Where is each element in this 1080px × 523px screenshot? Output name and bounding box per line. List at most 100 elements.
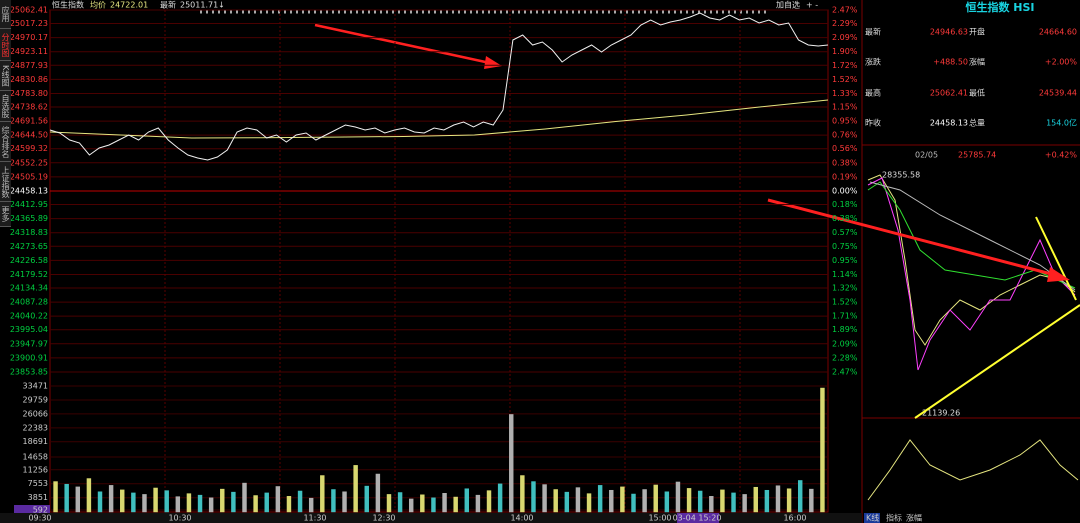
side-tab[interactable]: 分时图	[0, 29, 11, 61]
vol-bar	[308, 497, 314, 513]
k-high: 28355.58	[882, 171, 920, 180]
vol-bar	[175, 496, 181, 513]
quote-value: 25062.41	[930, 89, 968, 98]
pct-tick-label: 0.56%	[832, 144, 858, 153]
time-label: 15:00	[648, 514, 671, 523]
add-watch[interactable]: 加自选	[776, 0, 800, 10]
time-label: 11:30	[303, 514, 326, 523]
price-tick-label: 24179.52	[10, 270, 48, 279]
vol-bar	[531, 481, 536, 513]
pct-tick-label: 1.72%	[832, 61, 858, 70]
vol-bar	[331, 489, 336, 513]
vol-bar	[753, 486, 758, 513]
vol-tick-label: 22383	[23, 423, 48, 432]
pct-tick-label: 1.52%	[832, 75, 858, 84]
vol-bar	[164, 490, 169, 513]
vol-bar	[153, 487, 158, 513]
vol-bar	[431, 497, 436, 513]
vol-bar	[286, 496, 292, 513]
price-tick-label: 24505.19	[10, 172, 48, 181]
chart-frame	[49, 9, 829, 513]
k-tab: 涨幅	[906, 513, 922, 523]
vol-bar	[186, 493, 192, 513]
quote-label: 最低	[969, 88, 985, 98]
vol-bar	[75, 486, 81, 513]
k-date-change: +0.42%	[1045, 151, 1078, 160]
quote-label: 总量	[969, 118, 985, 128]
vol-tick-label: 26066	[23, 409, 48, 418]
vol-tick-label: 592	[33, 506, 48, 515]
quote-label: 开盘	[969, 27, 985, 37]
arrow-head	[484, 56, 502, 69]
trend-line	[914, 304, 1080, 419]
arrow	[767, 198, 1056, 277]
vol-bar	[820, 387, 825, 513]
pct-tick-label: 2.47%	[832, 368, 858, 377]
vol-bar	[408, 498, 414, 513]
time-label: 14:00	[510, 514, 533, 523]
vol-tick-label: 3851	[28, 493, 48, 502]
vol-bar	[664, 491, 670, 513]
price-tick-label: 24599.32	[10, 144, 48, 153]
pct-tick-label: 1.15%	[832, 102, 858, 111]
vol-bar	[775, 485, 781, 513]
side-tab[interactable]: K线图	[0, 61, 11, 91]
vol-bar	[220, 488, 225, 513]
vol-bar	[542, 484, 547, 513]
price-tick-label: 24877.93	[10, 61, 48, 70]
pct-tick-label: 1.32%	[832, 283, 858, 292]
zoom[interactable]: + -	[806, 1, 818, 10]
pct-tick-label: 0.95%	[832, 256, 858, 265]
side-tab[interactable]: 自选股	[0, 91, 11, 122]
k-ma	[869, 181, 1076, 291]
pct-tick-label: 1.14%	[832, 270, 858, 279]
quote-value: 154.0亿	[1046, 118, 1077, 128]
vol-bar	[553, 489, 558, 513]
pct-tick-label: 1.89%	[832, 325, 858, 334]
price-tick-label: 24644.50	[10, 131, 48, 140]
time-label: 03-04 15:20	[673, 514, 722, 523]
time-label: 09:30	[28, 514, 51, 523]
vol-tick-label: 11256	[23, 465, 48, 474]
pct-tick-label: 0.75%	[832, 242, 858, 251]
panel-title: 恒生指数 HSI	[965, 0, 1034, 14]
pct-tick-label: 1.90%	[832, 47, 858, 56]
price-tick-label: 24273.65	[10, 242, 48, 251]
k-date: 02/05	[915, 151, 938, 160]
price-tick-label: 24226.58	[10, 256, 48, 265]
vol-label-bg	[14, 505, 50, 515]
vol-bar	[442, 492, 447, 513]
price-tick-label: 24040.22	[10, 312, 48, 321]
k-low: 21139.26	[922, 409, 960, 418]
quote-label: 昨收	[865, 118, 881, 128]
avg-label: 均价	[90, 0, 106, 10]
side-tab[interactable]: 更多	[0, 202, 11, 227]
price-tick-label: 23947.97	[10, 339, 48, 348]
side-tab[interactable]: 应用	[0, 0, 11, 29]
line	[49, 12, 829, 161]
vol-tick-label: 7553	[28, 479, 48, 488]
pct-tick-label: 2.09%	[832, 339, 858, 348]
arrow-head	[1047, 267, 1070, 282]
price-tick-label: 25017.23	[10, 19, 48, 28]
quote-value: +2.00%	[1045, 58, 1078, 67]
pct-tick-label: 0.95%	[832, 117, 858, 126]
time-label: 10:30	[168, 514, 191, 523]
vol-bar	[786, 488, 792, 513]
vol-bar	[253, 495, 258, 513]
time-label: 16:00	[783, 514, 806, 523]
vol-bar	[231, 491, 236, 513]
vol-bar	[597, 485, 603, 513]
vol-tick-label: 33471	[23, 382, 48, 391]
side-tab[interactable]: 综合排名	[0, 122, 11, 162]
vol-bar	[731, 492, 736, 513]
pct-tick-label: 0.00%	[832, 187, 858, 196]
k-tab: 指标	[886, 513, 902, 523]
quote-label: 涨幅	[969, 57, 985, 67]
vol-bar	[797, 480, 803, 513]
vol-bar	[264, 492, 269, 513]
vol-bar	[642, 489, 647, 513]
index-name: 恒生指数	[52, 0, 84, 10]
price-tick-label: 23995.04	[10, 325, 48, 334]
side-tab[interactable]: 上证指数	[0, 162, 11, 202]
